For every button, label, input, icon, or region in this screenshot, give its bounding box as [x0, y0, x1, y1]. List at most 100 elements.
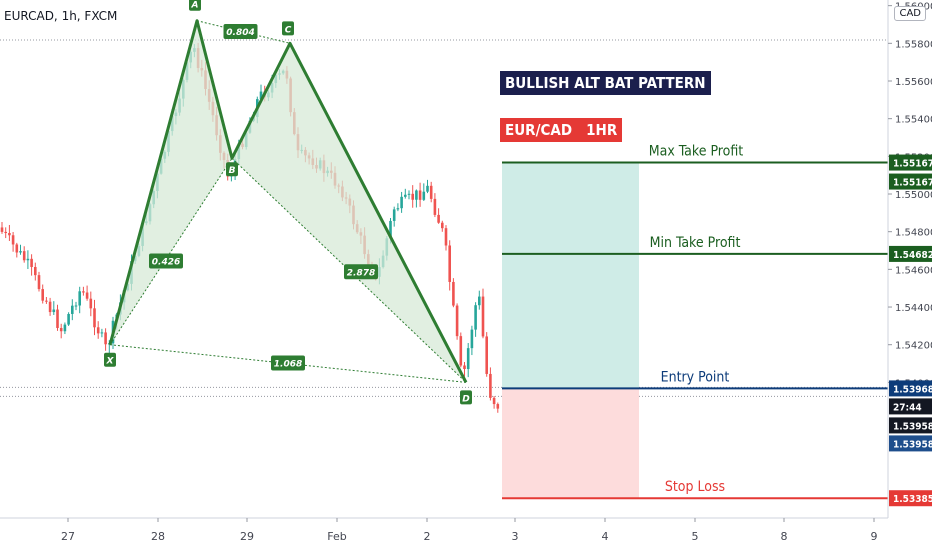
max-tp-price-tag: 1.55167 — [893, 159, 932, 170]
time-tick-label: 8 — [781, 530, 788, 543]
pattern-point-label: X — [106, 357, 115, 367]
candle-body — [400, 196, 403, 209]
candle-body — [52, 309, 56, 313]
price-tick-label: 1.54800 — [895, 228, 932, 239]
pattern-ratio-badge — [271, 355, 305, 371]
candle-body — [89, 298, 93, 309]
candle-body — [8, 233, 11, 236]
min-take-profit-label: Min Take Profit — [650, 235, 741, 251]
candle-body — [422, 191, 426, 200]
candle-body — [82, 291, 85, 293]
candle-body — [34, 266, 37, 276]
pattern-ratio-badge — [149, 253, 183, 269]
price-tick-label: 1.54400 — [895, 303, 932, 314]
max-tp-price-tag-bg — [889, 154, 932, 171]
candle-body — [470, 329, 474, 349]
min-tp-price-tag-bg — [889, 245, 932, 262]
time-tick-label: 4 — [602, 530, 609, 543]
candle-body — [437, 214, 440, 223]
price-tick-label: 1.54200 — [895, 341, 932, 352]
candle-body — [259, 91, 263, 100]
candle-body — [71, 305, 74, 314]
countdown-tag: 27:44 — [893, 402, 922, 413]
candle-body — [429, 185, 433, 199]
pattern-ratio-label: 0.426 — [152, 257, 180, 267]
candle-body — [48, 301, 52, 313]
candle-body — [489, 373, 492, 398]
pattern-point-badge — [226, 162, 238, 177]
pair-timeframe-label: EUR/CAD 1HR — [500, 118, 623, 142]
entry-price-tag: 1.53968 — [893, 384, 932, 395]
candle-body — [478, 296, 481, 306]
last-price-tag-2-bg — [889, 435, 932, 452]
candle-body — [492, 397, 496, 405]
candle-body — [474, 305, 477, 330]
last-price-tag-2: 1.53958 — [893, 439, 932, 450]
pattern-point-label: C — [285, 25, 292, 35]
bcd-triangle — [232, 43, 466, 383]
pattern-ratio-label: 0.804 — [226, 28, 254, 38]
candle-body — [389, 220, 392, 239]
entry-price-tag-bg — [889, 380, 932, 397]
time-tick-label: 27 — [61, 530, 75, 543]
max-tp-price-tag-2: 1.55167 — [893, 178, 932, 189]
stop-price-tag-bg — [889, 490, 932, 507]
candle-body — [15, 244, 19, 253]
candle-body — [481, 296, 485, 337]
candle-body — [93, 308, 96, 328]
candle-body — [41, 289, 44, 301]
pattern-point-badge — [282, 21, 294, 36]
time-tick-label: 2 — [424, 530, 431, 543]
candle-body — [56, 309, 59, 328]
max-take-profit-label: Max Take Profit — [649, 144, 744, 160]
candle-body — [496, 404, 500, 409]
candle-body — [67, 313, 70, 325]
candle-body — [104, 332, 107, 345]
pattern-point-label: B — [229, 166, 236, 176]
time-tick-label: 5 — [692, 530, 699, 543]
candle-body — [45, 300, 48, 302]
candle-body — [411, 193, 414, 200]
price-tick-label: 1.55800 — [895, 39, 932, 50]
pattern-point-badge — [460, 390, 472, 405]
candle-body — [37, 275, 41, 290]
stop-price-tag: 1.53385 — [893, 494, 932, 505]
candle-body — [463, 365, 466, 369]
last-price-tag-bg — [889, 417, 932, 434]
time-tick-label: 9 — [871, 530, 878, 543]
candle-body — [448, 245, 451, 282]
countdown-tag-bg — [889, 398, 932, 415]
risk-zone — [502, 388, 639, 499]
max-tp-price-tag-2-bg — [889, 173, 932, 190]
pattern-title: BULLISH ALT BAT PATTERN — [500, 71, 711, 95]
entry-point-label: Entry Point — [661, 369, 730, 385]
candle-body — [63, 324, 67, 332]
pattern-ratio-line — [109, 157, 233, 345]
symbol-header: EURCAD, 1h, FXCM — [4, 9, 118, 23]
candle-body — [96, 327, 100, 334]
candle-body — [26, 258, 30, 261]
candle-body — [418, 190, 422, 200]
candle-body — [426, 185, 429, 192]
price-tick-label: 1.55000 — [895, 190, 932, 201]
candle-body — [433, 198, 437, 215]
candle-body — [396, 208, 400, 210]
time-tick-label: 28 — [151, 530, 165, 543]
candle-body — [455, 305, 459, 337]
last-price-tag: 1.53958 — [893, 421, 932, 432]
price-tick-label: 1.54600 — [895, 265, 932, 276]
candle-body — [11, 235, 15, 245]
candle-body — [441, 222, 444, 229]
candle-body — [485, 336, 488, 374]
pattern-ratio-badge — [344, 264, 378, 280]
currency-button[interactable]: CAD — [894, 6, 926, 21]
candle-body — [74, 305, 78, 307]
candle-body — [0, 227, 4, 232]
candle-body — [78, 291, 81, 306]
candle-body — [4, 231, 7, 234]
candle-body — [22, 251, 26, 261]
candle-body — [30, 258, 33, 267]
pattern-point-badge — [104, 352, 116, 367]
